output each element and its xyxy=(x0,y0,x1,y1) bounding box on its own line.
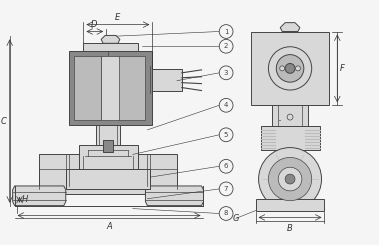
Bar xyxy=(118,56,146,120)
Circle shape xyxy=(219,39,233,53)
Bar xyxy=(273,105,308,127)
Bar xyxy=(83,43,138,51)
Bar xyxy=(251,32,329,105)
Text: C: C xyxy=(1,117,7,125)
Circle shape xyxy=(219,159,233,173)
Polygon shape xyxy=(146,186,204,206)
Circle shape xyxy=(219,128,233,142)
Bar xyxy=(103,140,113,151)
Circle shape xyxy=(280,66,285,71)
Bar xyxy=(66,169,150,189)
Circle shape xyxy=(285,174,295,184)
Text: 2: 2 xyxy=(224,43,228,49)
Circle shape xyxy=(268,158,312,201)
Text: 1: 1 xyxy=(224,28,229,35)
Bar xyxy=(260,126,319,149)
Text: 5: 5 xyxy=(224,132,228,138)
Circle shape xyxy=(296,66,301,71)
Polygon shape xyxy=(101,36,120,43)
Bar xyxy=(255,199,324,210)
Text: 6: 6 xyxy=(224,163,229,169)
Circle shape xyxy=(219,66,233,80)
Circle shape xyxy=(258,147,321,210)
Text: 3: 3 xyxy=(224,70,229,76)
Text: A: A xyxy=(106,222,112,231)
Text: F: F xyxy=(340,64,345,74)
Text: 7: 7 xyxy=(224,186,229,192)
Circle shape xyxy=(219,24,233,38)
Text: 4: 4 xyxy=(224,102,228,108)
Bar xyxy=(152,69,182,91)
Circle shape xyxy=(285,63,295,73)
Bar xyxy=(101,56,119,120)
Text: E: E xyxy=(115,13,121,22)
Circle shape xyxy=(268,47,312,90)
Bar xyxy=(69,51,152,125)
Polygon shape xyxy=(280,23,300,32)
Circle shape xyxy=(278,167,302,191)
Circle shape xyxy=(219,182,233,196)
Bar xyxy=(78,145,138,169)
Circle shape xyxy=(287,114,293,120)
Text: D: D xyxy=(91,20,97,29)
Text: 8: 8 xyxy=(224,210,229,217)
Circle shape xyxy=(219,207,233,220)
Bar xyxy=(96,125,120,145)
Circle shape xyxy=(219,98,233,112)
Bar xyxy=(74,56,101,120)
Polygon shape xyxy=(13,186,66,206)
Bar xyxy=(39,154,177,194)
Text: H: H xyxy=(22,195,28,204)
Circle shape xyxy=(276,55,304,82)
Text: B: B xyxy=(287,224,293,233)
Text: G: G xyxy=(233,214,240,223)
